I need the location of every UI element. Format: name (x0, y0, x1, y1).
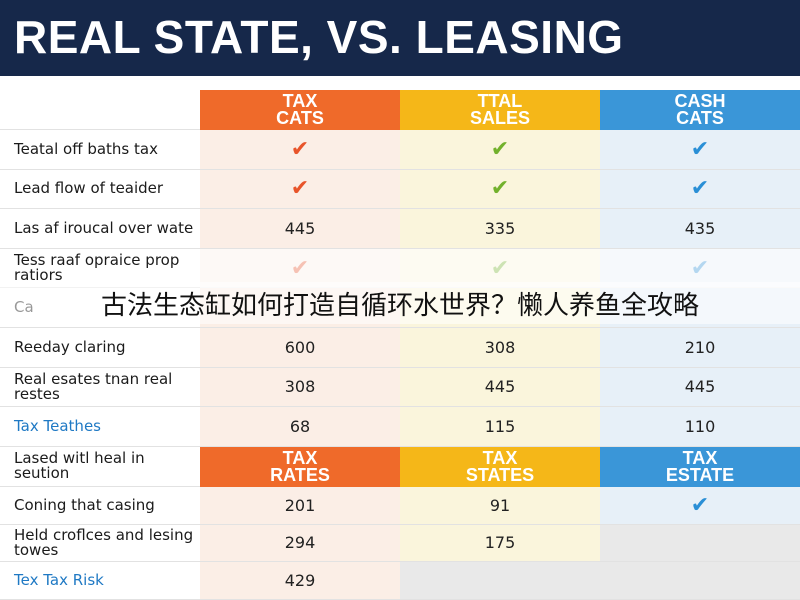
value-cell: 308 (200, 367, 400, 408)
check-cell: ✔ (400, 248, 600, 289)
empty-cell (600, 562, 800, 600)
header-blank (0, 90, 200, 130)
column-header: TAX CATS (200, 90, 400, 130)
value-cell: 210 (600, 328, 800, 368)
check-cell: ✔ (200, 169, 400, 210)
column-header: TAX RATES (200, 446, 400, 487)
check-cell: ✔ (200, 130, 400, 170)
value-cell: 429 (200, 562, 400, 600)
comparison-table: TAX CATS TTAL SALES CASH CATS Teatal off ba… (0, 90, 800, 600)
empty-cell (400, 562, 600, 600)
row-label: Coning that casing (0, 486, 200, 525)
row-label: Lead flow of teaider (0, 169, 200, 210)
title-bar: REAL STATE, VS. LEASING (0, 0, 800, 76)
check-cell: ✔ (600, 248, 800, 289)
row-label: Lased witl heal in seution (0, 446, 200, 487)
caption-overlay: 古法生态缸如何打造自循环水世界？懒人养鱼全攻略 (0, 282, 800, 324)
row-label: Tex Tax Risk (0, 562, 200, 600)
value-cell: 445 (200, 209, 400, 249)
value-cell: 68 (200, 407, 400, 447)
value-cell: 335 (400, 209, 600, 249)
title: REAL STATE, VS. LEASING (14, 11, 624, 63)
value-cell: 445 (600, 367, 800, 408)
empty-cell (600, 524, 800, 563)
column-header: TTAL SALES (400, 90, 600, 130)
check-cell: ✔ (400, 169, 600, 210)
row-label: Tess raaf opraice prop ratiors (0, 248, 200, 289)
row-label: Reeday claring (0, 328, 200, 368)
value-cell: 175 (400, 524, 600, 563)
check-cell: ✔ (600, 486, 800, 525)
column-header: TAX ESTATE (600, 446, 800, 487)
column-header: TAX STATES (400, 446, 600, 487)
check-cell: ✔ (600, 130, 800, 170)
value-cell: 294 (200, 524, 400, 563)
value-cell: 91 (400, 486, 600, 525)
row-label: Tax Teathes (0, 407, 200, 447)
row-label: Las af iroucal over wate (0, 209, 200, 249)
value-cell: 110 (600, 407, 800, 447)
row-label: Held croflces and lesing towes (0, 524, 200, 563)
value-cell: 600 (200, 328, 400, 368)
value-cell: 201 (200, 486, 400, 525)
value-cell: 308 (400, 328, 600, 368)
check-cell: ✔ (400, 130, 600, 170)
row-label: Teatal off baths tax (0, 130, 200, 170)
value-cell: 115 (400, 407, 600, 447)
value-cell: 435 (600, 209, 800, 249)
value-cell: 445 (400, 367, 600, 408)
row-label: Real esates tnan real restes (0, 367, 200, 408)
column-header: CASH CATS (600, 90, 800, 130)
check-cell: ✔ (600, 169, 800, 210)
